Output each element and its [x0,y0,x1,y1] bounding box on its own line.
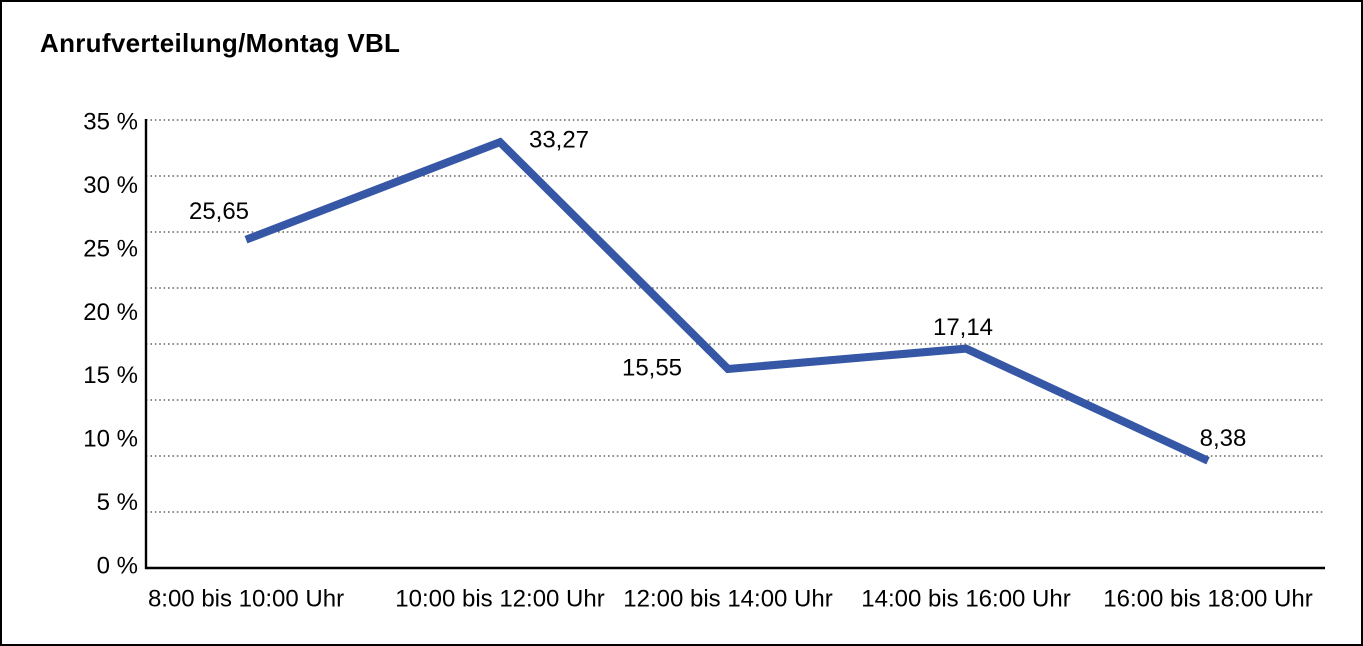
y-tick-label: 20 % [83,299,138,326]
value-label: 8,38 [1200,425,1247,452]
x-tick-label: 12:00 bis 14:00 Uhr [623,586,832,613]
y-tick-label: 5 % [97,489,138,516]
data-series-line [244,137,1210,465]
value-label: 25,65 [189,198,249,225]
y-tick-label: 0 % [97,553,138,580]
y-tick-label: 15 % [83,362,138,389]
x-tick-label: 14:00 bis 16:00 Uhr [861,586,1070,613]
y-tick-label: 35 % [83,109,138,136]
y-tick-label: 25 % [83,235,138,262]
y-tick-label: 30 % [83,172,138,199]
value-label: 17,14 [933,314,993,341]
y-tick-label: 10 % [83,426,138,453]
x-tick-label: 16:00 bis 18:00 Uhr [1103,586,1312,613]
x-tick-label: 10:00 bis 12:00 Uhr [395,586,604,613]
x-tick-label: 8:00 bis 10:00 Uhr [148,586,344,613]
value-label: 33,27 [529,127,589,154]
chart-title: Anrufverteilung/Montag VBL [40,28,401,58]
value-label: 15,55 [622,354,682,381]
